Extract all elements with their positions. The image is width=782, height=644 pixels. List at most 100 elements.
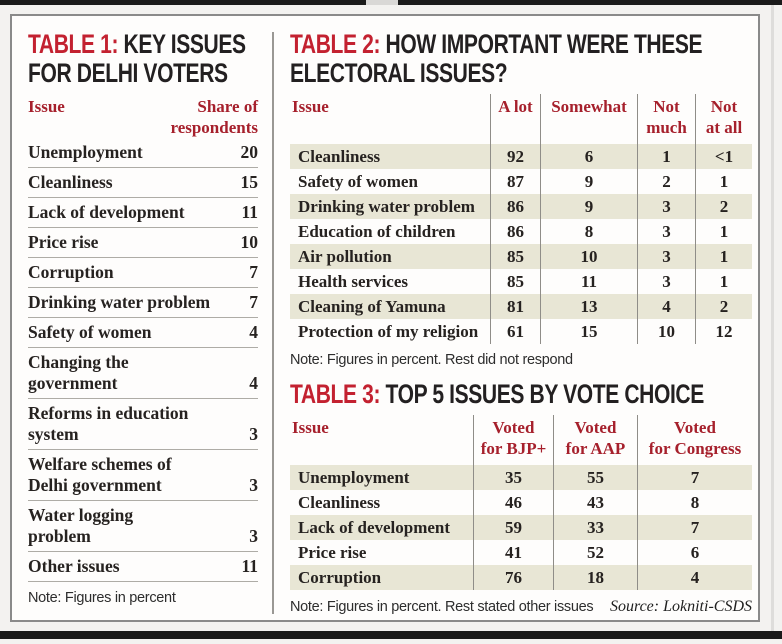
bottom-rule	[0, 631, 782, 639]
table-row: Corruption 7	[28, 258, 258, 288]
issue-cell: Drinking water problem	[290, 194, 490, 219]
column-header-issue: Issue	[292, 97, 329, 116]
issue-cell: Air pollution	[290, 244, 490, 269]
value-cell: 11	[540, 269, 637, 294]
issue-cell: Unemployment	[290, 465, 473, 490]
value-cell: 41	[473, 540, 553, 565]
table-row: Welfare schemes of Delhi government 3	[28, 450, 258, 501]
table1-title-label: TABLE 1:	[28, 29, 119, 59]
table2-note: Note: Figures in percent. Rest did not r…	[290, 352, 573, 368]
value-cell: 13	[540, 294, 637, 319]
value-cell: 2	[695, 194, 752, 219]
table1-header: Issue Share of respondents	[28, 96, 258, 138]
value-cell: 10	[240, 232, 259, 252]
column-header-congress: Voted for Congress	[637, 415, 752, 465]
value-cell: 4	[249, 373, 258, 393]
value-cell: 87	[490, 169, 540, 194]
value-cell: 11	[241, 556, 258, 576]
issue-cell: Welfare schemes of Delhi government	[28, 454, 172, 495]
page-edge-line	[771, 5, 774, 631]
table-row: Reforms in education system 3	[28, 399, 258, 450]
table3-header: Issue Voted for BJP+ Voted for AAP Voted…	[290, 415, 752, 465]
issue-cell: Education of children	[298, 222, 456, 241]
value-cell: 85	[490, 269, 540, 294]
value-cell: 6	[637, 540, 752, 565]
value-cell: 7	[249, 262, 258, 282]
value-cell: 86	[490, 194, 540, 219]
value-cell: 1	[695, 244, 752, 269]
table1-note: Note: Figures in percent	[28, 590, 176, 606]
issue-cell: Corruption	[28, 262, 114, 282]
value-cell: 9	[540, 169, 637, 194]
table-row: Air pollution 85 10 3 1	[290, 244, 752, 269]
value-cell: 3	[637, 244, 695, 269]
table-row: Lack of development 59 33 7	[290, 515, 752, 540]
table2-title-text: HOW IMPORTANT WERE THESE ELECTORAL ISSUE…	[290, 29, 703, 88]
table-row: Cleanliness 92 6 1 <1	[290, 144, 752, 169]
column-header-issue: Issue	[28, 97, 65, 116]
value-cell: 3	[249, 424, 258, 444]
value-cell: 8	[540, 219, 637, 244]
table2: TABLE 2: HOW IMPORTANT WERE THESE ELECTOR…	[290, 30, 752, 368]
table-row: Cleaning of Yamuna 81 13 4 2	[290, 294, 752, 319]
value-cell: 7	[637, 465, 752, 490]
value-cell: 10	[540, 244, 637, 269]
table1: TABLE 1: KEY ISSUES FOR DELHI VOTERS Issu…	[28, 30, 258, 606]
infographic-panel: TABLE 1: KEY ISSUES FOR DELHI VOTERS Issu…	[10, 14, 760, 622]
table3-title-label: TABLE 3:	[290, 379, 381, 409]
value-cell: 4	[249, 322, 258, 342]
table-row: Corruption 76 18 4	[290, 565, 752, 590]
table-row: Unemployment 20	[28, 138, 258, 168]
value-cell: 85	[490, 244, 540, 269]
table3: TABLE 3: TOP 5 ISSUES BY VOTE CHOICE Issu…	[290, 380, 752, 616]
issue-cell: Lack of development	[28, 202, 185, 222]
value-cell: 20	[240, 142, 259, 162]
value-cell: 3	[637, 269, 695, 294]
panel-divider	[272, 32, 274, 614]
value-cell: 3	[249, 526, 258, 546]
value-cell: 3	[637, 219, 695, 244]
table3-note: Note: Figures in percent. Rest stated ot…	[290, 599, 594, 615]
value-cell: 18	[553, 565, 637, 590]
issue-cell: Safety of women	[28, 322, 152, 342]
issue-cell: Protection of my religion	[298, 322, 479, 341]
column-header-issue: Issue	[292, 418, 329, 437]
value-cell: 76	[473, 565, 553, 590]
table-row: Price rise 41 52 6	[290, 540, 752, 565]
value-cell: 81	[490, 294, 540, 319]
value-cell: 35	[473, 465, 553, 490]
issue-cell: Health services	[298, 272, 408, 291]
value-cell: 4	[637, 294, 695, 319]
table-row: Cleanliness 46 43 8	[290, 490, 752, 515]
table3-footer: Note: Figures in percent. Rest stated ot…	[290, 598, 752, 616]
value-cell: 11	[241, 202, 258, 222]
issue-cell: Other issues	[28, 556, 120, 576]
table3-title-text: TOP 5 ISSUES BY VOTE CHOICE	[385, 379, 705, 409]
top-rule-gap	[366, 0, 398, 5]
value-cell: 1	[695, 269, 752, 294]
issue-cell: Water logging problem	[28, 505, 134, 546]
issue-cell: Changing the government	[28, 352, 129, 393]
table-row: Price rise 10	[28, 228, 258, 258]
table-row: Safety of women 4	[28, 318, 258, 348]
column-header-share: Share of respondents	[170, 97, 258, 137]
table1-title: TABLE 1: KEY ISSUES FOR DELHI VOTERS	[28, 30, 258, 88]
issue-cell: Safety of women	[298, 172, 418, 191]
issue-cell: Cleanliness	[28, 172, 113, 192]
table3-title: TABLE 3: TOP 5 ISSUES BY VOTE CHOICE	[290, 380, 751, 409]
issue-cell: Cleanliness	[298, 493, 381, 512]
right-column: TABLE 2: HOW IMPORTANT WERE THESE ELECTOR…	[290, 30, 752, 616]
value-cell: 2	[695, 294, 752, 319]
table1-title-text: KEY ISSUES FOR DELHI VOTERS	[28, 29, 246, 88]
value-cell: 3	[637, 194, 695, 219]
table-row: Safety of women 87 9 2 1	[290, 169, 752, 194]
value-cell: 46	[473, 490, 553, 515]
value-cell: <1	[695, 144, 752, 169]
issue-cell: Price rise	[298, 543, 367, 562]
column-header-somewhat: Somewhat	[540, 94, 637, 144]
value-cell: 1	[637, 144, 695, 169]
value-cell: 52	[553, 540, 637, 565]
table-row: Water logging problem 3	[28, 501, 258, 552]
table-row: Drinking water problem 7	[28, 288, 258, 318]
issue-cell: Cleanliness	[290, 144, 490, 169]
